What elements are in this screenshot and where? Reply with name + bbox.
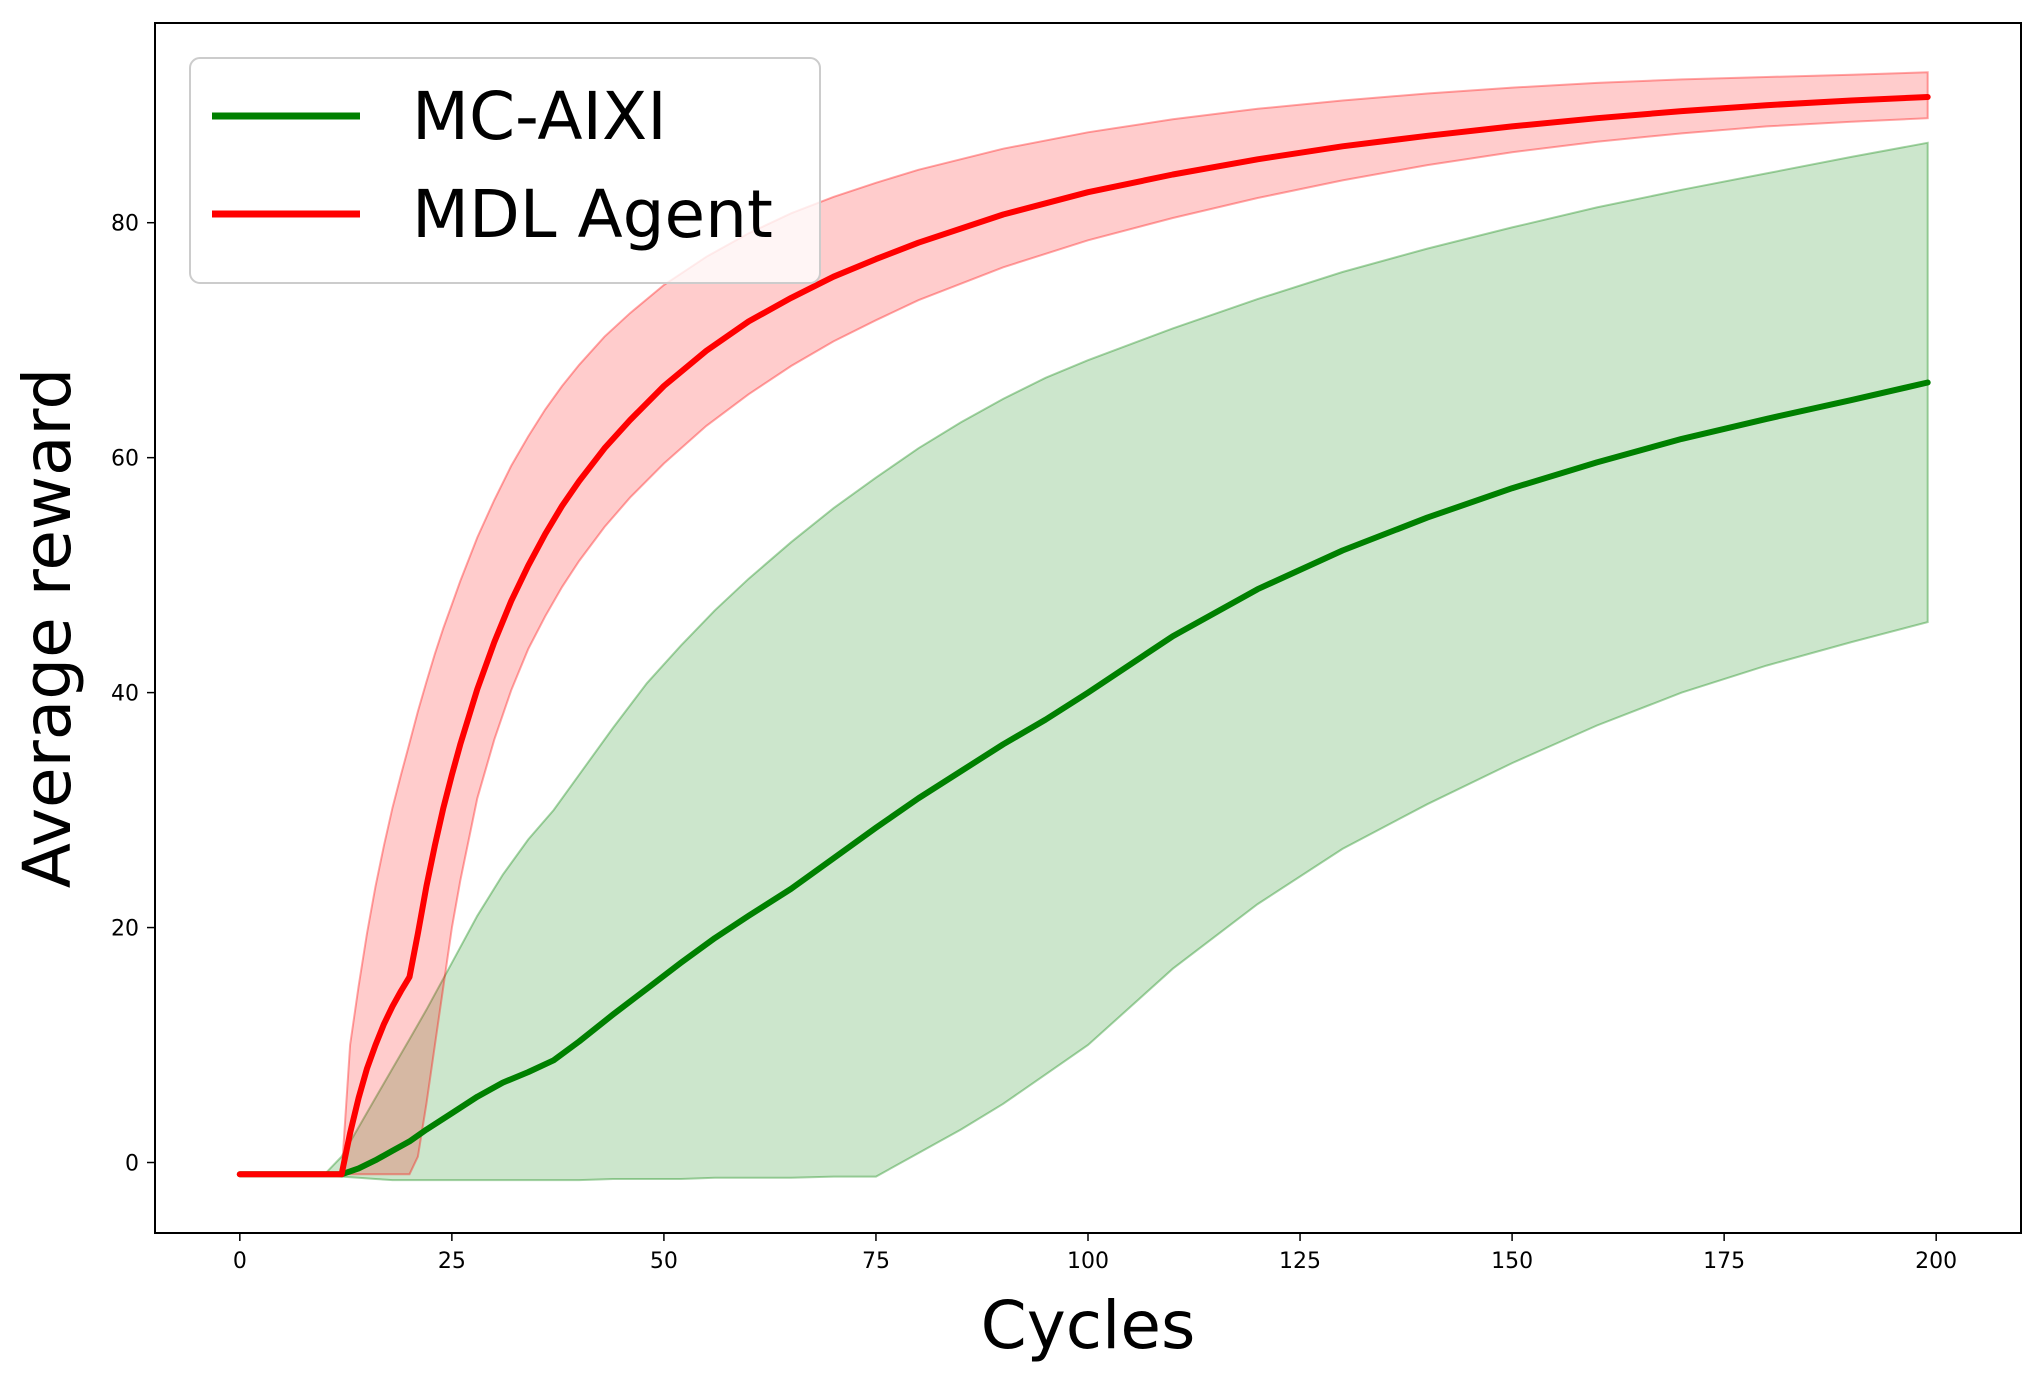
y-tick-label: 20 xyxy=(111,917,139,942)
series-line-mc-aixi xyxy=(236,379,1931,1178)
x-axis-label: Cycles xyxy=(981,1287,1196,1364)
y-axis-label: Average reward xyxy=(9,368,86,889)
y-tick-label: 60 xyxy=(111,447,139,472)
y-tick-label: 80 xyxy=(111,212,139,237)
y-tick-label: 40 xyxy=(111,682,139,707)
legend-label-mdl-agent: MDL Agent xyxy=(412,176,773,253)
y-tick-label: 0 xyxy=(125,1152,139,1177)
x-tick-label: 200 xyxy=(1915,1249,1957,1274)
axis-ticks: 0 25 50 75 100 125 150 175 200 0 20 40 60 80 xyxy=(111,212,1957,1274)
x-tick-label: 100 xyxy=(1067,1249,1109,1274)
legend: MC-AIXI MDL Agent xyxy=(189,57,821,284)
series-line-mdl-agent xyxy=(236,94,1931,1178)
legend-label-mc-aixi: MC-AIXI xyxy=(412,78,667,155)
plot-area xyxy=(236,71,1931,1182)
x-tick-label: 75 xyxy=(862,1249,890,1274)
x-tick-label: 25 xyxy=(438,1249,466,1274)
x-tick-label: 150 xyxy=(1491,1249,1533,1274)
x-tick-label: 175 xyxy=(1703,1249,1745,1274)
x-tick-label: 125 xyxy=(1279,1249,1321,1274)
x-tick-label: 0 xyxy=(233,1249,247,1274)
x-tick-label: 50 xyxy=(650,1249,678,1274)
